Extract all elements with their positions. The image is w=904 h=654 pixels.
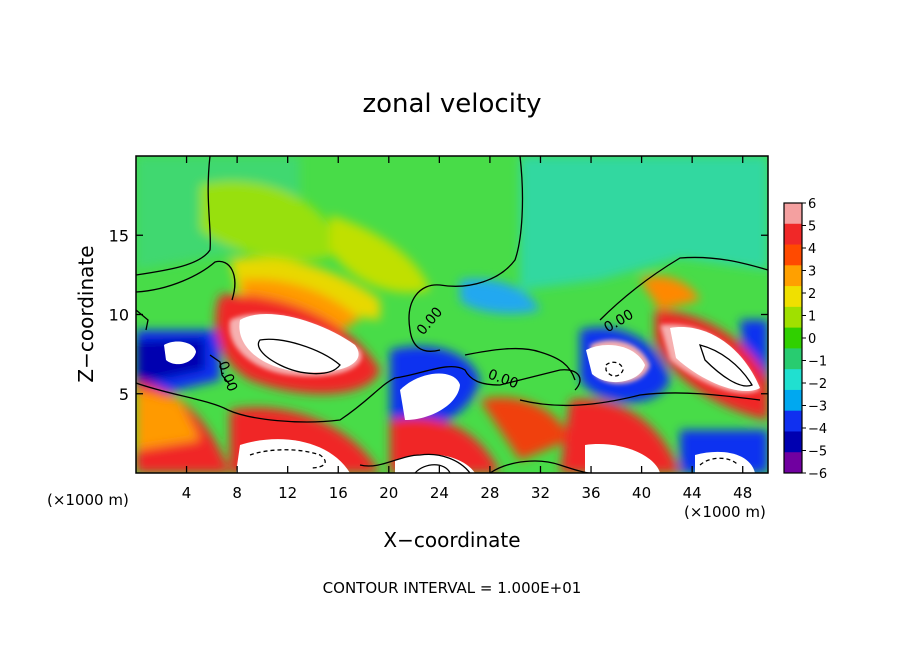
colorbar-swatch (784, 452, 802, 474)
heatmap-blob (395, 454, 475, 473)
colorbar-label: −5 (808, 445, 827, 460)
x-tick-label: 24 (430, 484, 449, 502)
x-tick-label: 44 (683, 484, 702, 502)
heatmap-field: 0.00 0.00 0.00 0.00 (136, 156, 768, 473)
x-tick-label: 48 (733, 484, 752, 502)
x-tick-label: 28 (480, 484, 499, 502)
colorbar-swatch (784, 410, 802, 432)
colorbar-swatch (784, 203, 802, 225)
colorbar-swatch (784, 306, 802, 329)
x-unit-label-left: (×1000 m) (47, 491, 129, 509)
x-unit-label-right: (×1000 m) (684, 503, 766, 521)
contour-lines (136, 156, 768, 473)
colorbar-label: 3 (808, 265, 816, 280)
x-tick-label: 4 (182, 484, 192, 502)
colorbar-label: 1 (808, 310, 816, 325)
x-tick-label: 40 (632, 484, 651, 502)
heatmap-blob (586, 345, 645, 383)
colorbar-swatch (784, 327, 802, 349)
colorbar-swatch (784, 223, 802, 246)
heatmap-blob (164, 341, 196, 365)
colorbar-label: 4 (808, 242, 816, 257)
y-tick-label: 15 (109, 226, 129, 245)
heatmap-blob (585, 444, 660, 473)
y-axis: 5 10 15 (109, 226, 768, 404)
colorbar-swatch (784, 265, 802, 287)
colorbar-swatch (784, 286, 802, 308)
colorbar-swatch (784, 244, 802, 266)
colorbar-label: 6 (808, 197, 816, 212)
colorbar-swatch (784, 369, 802, 391)
colorbar-label: 2 (808, 287, 816, 302)
colorbar-label: −2 (808, 377, 827, 392)
heatmap-blob (695, 451, 755, 473)
y-tick-label: 10 (109, 306, 129, 325)
heatmap-blob (236, 439, 350, 473)
colorbar-label: 0 (808, 332, 816, 347)
colorbar: 6 5 4 3 2 1 0 −1 −2 −3 −4 −5 −6 (783, 197, 827, 482)
heatmap-blob (400, 373, 460, 420)
x-tick-label: 32 (531, 484, 550, 502)
heatmap-blob (670, 327, 760, 392)
colorbar-label: −3 (808, 400, 827, 415)
colorbar-label: −4 (808, 422, 827, 437)
y-tick-label: 5 (119, 385, 129, 404)
x-tick-label: 36 (581, 484, 600, 502)
contour-interval-note: CONTOUR INTERVAL = 1.000E+01 (323, 579, 582, 597)
x-tick-label: 20 (379, 484, 398, 502)
x-tick-label: 16 (329, 484, 348, 502)
x-tick-label: 8 (232, 484, 242, 502)
colorbar-swatch (784, 431, 802, 453)
y-axis-label: Z−coordinate (74, 245, 98, 382)
colorbar-label: −6 (808, 467, 827, 482)
chart-title: zonal velocity (362, 89, 541, 119)
colorbar-swatch (784, 348, 802, 370)
colorbar-label: −1 (808, 355, 827, 370)
x-axis: 4 8 12 16 20 24 28 32 36 40 44 48 (182, 156, 752, 502)
colorbar-label: 5 (808, 220, 816, 235)
x-tick-label: 12 (278, 484, 297, 502)
x-axis-label: X−coordinate (383, 528, 520, 552)
colorbar-swatch (784, 389, 802, 412)
